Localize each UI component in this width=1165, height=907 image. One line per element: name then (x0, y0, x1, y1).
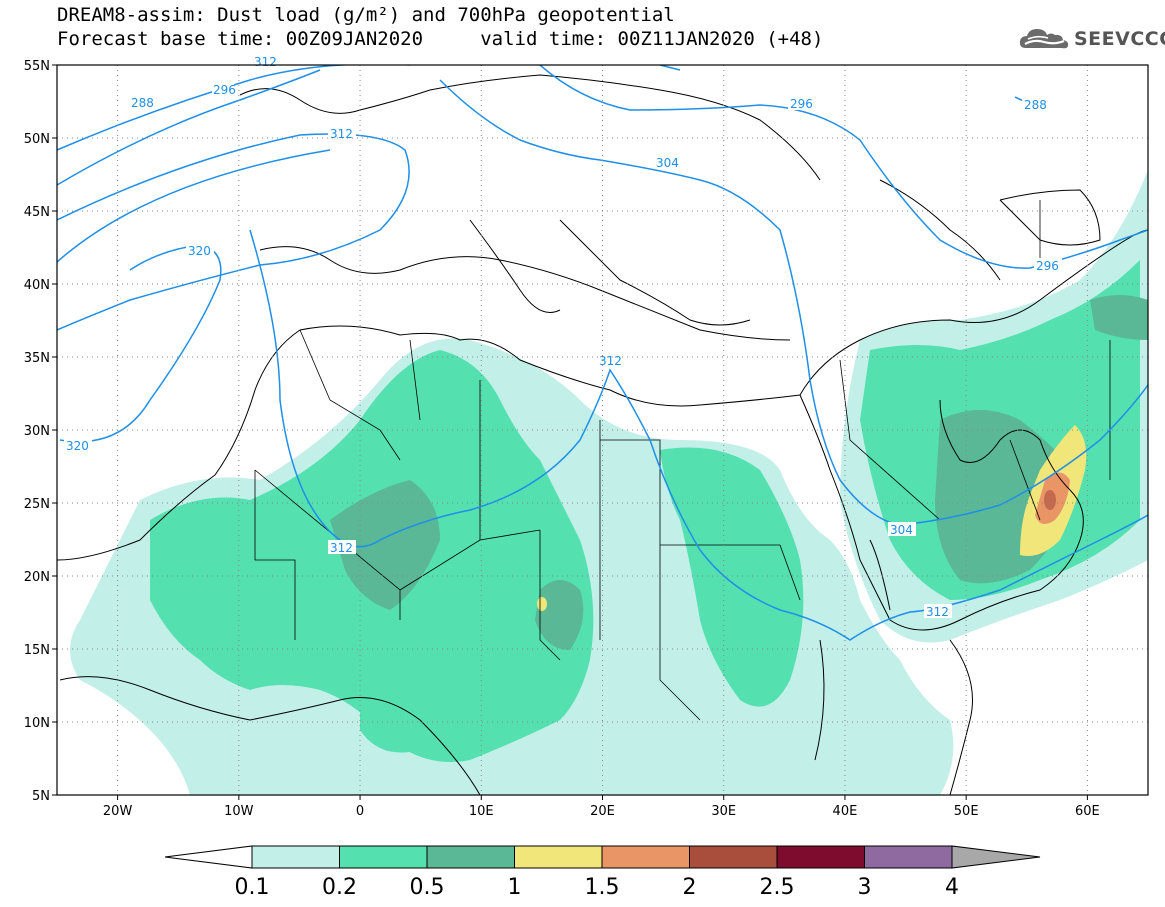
lon-tick-label: 20E (590, 804, 615, 819)
contour-label: 320 (188, 244, 211, 258)
colorbar-segment (689, 845, 778, 869)
lat-tick-label: 5N (32, 789, 50, 804)
lat-tick-label: 55N (24, 59, 50, 74)
colorbar-segment (251, 845, 340, 869)
colorbar-label: 3 (858, 875, 872, 900)
lat-tick-label: 45N (24, 205, 50, 220)
colorbar-under-triangle (164, 845, 253, 869)
contour-label: 312 (330, 127, 353, 141)
contour-label: 304 (656, 156, 679, 170)
contour-label: 304 (890, 523, 913, 537)
colorbar-label: 1.5 (585, 875, 620, 900)
lon-tick-label: 50E (954, 804, 979, 819)
map-title: DREAM8-assim: Dust load (g/m²) and 700hP… (57, 4, 675, 26)
colorbar-label: 0.2 (322, 875, 357, 900)
lon-tick-label: 30E (711, 804, 736, 819)
lon-tick-label: 40E (833, 804, 858, 819)
country-borders (254, 200, 1111, 721)
colorbar-segment (864, 845, 953, 869)
lat-tick-label: 40N (24, 278, 50, 293)
contour-label: 312 (254, 55, 277, 69)
colorbar-segment (426, 845, 515, 869)
contour-label: 312 (599, 354, 622, 368)
seevccc-logo: SEEVCCC (1018, 26, 1165, 52)
contour-label: 296 (1036, 259, 1059, 273)
colorbar-over-triangle (951, 845, 1041, 869)
colorbar-label: 1 (508, 875, 522, 900)
lon-tick-label: 10W (224, 804, 254, 819)
colorbar-label: 4 (945, 875, 959, 900)
gridlines (57, 65, 1148, 795)
colorbar-segment (776, 845, 865, 869)
lon-tick-label: 0 (356, 804, 364, 819)
colorbar-label: 2 (683, 875, 697, 900)
colorbar-label: 0.1 (235, 875, 270, 900)
lon-tick-label: 20W (103, 804, 133, 819)
contour-label: 288 (1024, 98, 1047, 112)
lat-tick-label: 50N (24, 132, 50, 147)
contour-label: 296 (790, 97, 813, 111)
colorbar-label: 2.5 (760, 875, 795, 900)
lon-tick-label: 60E (1075, 804, 1100, 819)
contour-label: 312 (926, 605, 949, 619)
lon-tick-label: 10E (469, 804, 494, 819)
colorbar-segment (514, 845, 603, 869)
latitude-axis: 5N 10N 15N 20N 25N 30N 35N 40N 45N 50N 55N (24, 59, 57, 804)
contour-label: 320 (66, 439, 89, 453)
forecast-time-line: Forecast base time: 00Z09JAN2020 valid t… (57, 28, 824, 50)
dust-fill-2 (1044, 490, 1056, 510)
contour-label: 288 (131, 96, 154, 110)
contour-label: 296 (213, 83, 236, 97)
colorbar-segment (601, 845, 690, 869)
colorbar-segment (339, 845, 428, 869)
lat-tick-label: 30N (24, 424, 50, 439)
contour-label: 312 (330, 541, 353, 555)
cloud-logo-icon (1019, 29, 1069, 49)
lat-tick-label: 35N (24, 351, 50, 366)
coastlines (57, 74, 1148, 795)
colorbar: 0.1 0.2 0.5 1 1.5 2 2.5 3 4 (164, 845, 1041, 900)
logo-text: SEEVCCC (1074, 28, 1165, 50)
lat-tick-label: 25N (24, 497, 50, 512)
lat-tick-label: 10N (24, 716, 50, 731)
colorbar-label: 0.5 (410, 875, 445, 900)
longitude-axis: 20W 10W 0 10E 20E 30E 40E 50E 60E (103, 795, 1100, 819)
lat-tick-label: 15N (24, 643, 50, 658)
lat-tick-label: 20N (24, 570, 50, 585)
